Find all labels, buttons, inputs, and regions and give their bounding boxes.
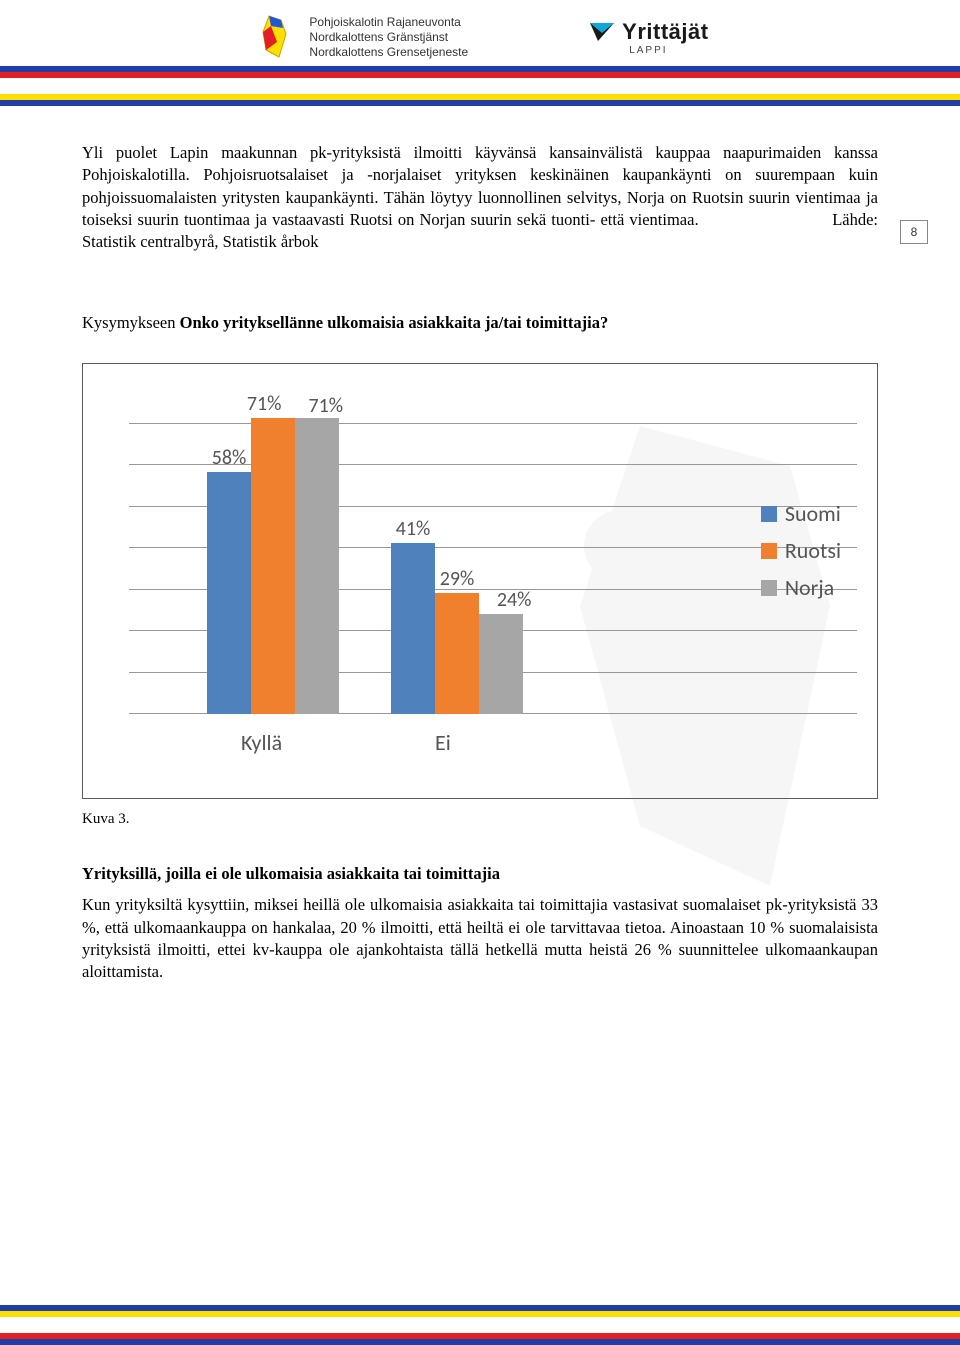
bar-ei-ruotsi: 29% xyxy=(435,593,479,714)
legend-item-suomi: Suomi xyxy=(761,500,841,527)
legend-label: Suomi xyxy=(785,500,841,527)
bar-kylla-ruotsi: 71% xyxy=(251,418,295,714)
wing-icon xyxy=(588,21,616,43)
page-number-badge: 8 xyxy=(900,220,928,244)
question-bold: Onko yrityksellänne ulkomaisia asiakkait… xyxy=(180,313,609,332)
bar-ei-norja: 24% xyxy=(479,614,523,714)
bar-label: 24% xyxy=(484,588,544,612)
chart-plot-area: 58% 71% 71% 41% 29% xyxy=(129,382,857,714)
bar-group-kylla: 58% 71% 71% xyxy=(207,418,339,714)
logo-line2: Nordkalottens Gränstjänst xyxy=(309,30,468,45)
swatch-icon xyxy=(761,506,777,522)
bar-label: 71% xyxy=(234,392,294,416)
question-prefix: Kysymykseen xyxy=(82,313,180,332)
bar-label: 41% xyxy=(383,517,443,541)
top-stripes xyxy=(0,66,960,106)
logo-right-sub: LAPPI xyxy=(629,45,667,56)
question-line: Kysymykseen Onko yrityksellänne ulkomais… xyxy=(82,313,878,333)
category-label-ei: Ei xyxy=(435,729,451,756)
bar-group-ei: 41% 29% 24% xyxy=(391,543,523,714)
bar-label: 29% xyxy=(427,567,487,591)
legend-item-ruotsi: Ruotsi xyxy=(761,537,841,564)
bar-label: 58% xyxy=(199,446,259,470)
legend-item-norja: Norja xyxy=(761,574,841,601)
logo-right-main: Yrittäjät xyxy=(622,19,708,45)
logo-line1: Pohjoiskalotin Rajaneuvonta xyxy=(309,15,468,30)
logo-line3: Nordkalottens Grensetjeneste xyxy=(309,45,468,60)
intro-paragraph: Yli puolet Lapin maakunnan pk-yrityksist… xyxy=(82,142,878,253)
bottom-stripes xyxy=(0,1305,960,1345)
page-header: Pohjoiskalotin Rajaneuvonta Nordkalotten… xyxy=(0,0,960,66)
bar-chart: 58% 71% 71% 41% 29% xyxy=(82,363,878,799)
bar-label: 71% xyxy=(296,394,356,418)
legend-label: Norja xyxy=(785,574,834,601)
category-label-kylla: Kyllä xyxy=(241,729,282,756)
map-icon xyxy=(251,12,301,62)
swatch-icon xyxy=(761,543,777,559)
swatch-icon xyxy=(761,580,777,596)
bar-kylla-suomi: 58% xyxy=(207,472,251,714)
logo-nordkalotten: Pohjoiskalotin Rajaneuvonta Nordkalotten… xyxy=(251,12,468,62)
chart-legend: Suomi Ruotsi Norja xyxy=(761,500,841,611)
bar-kylla-norja: 71% xyxy=(295,418,339,714)
logo-yrittajat: Yrittäjät LAPPI xyxy=(588,19,708,56)
legend-label: Ruotsi xyxy=(785,537,841,564)
